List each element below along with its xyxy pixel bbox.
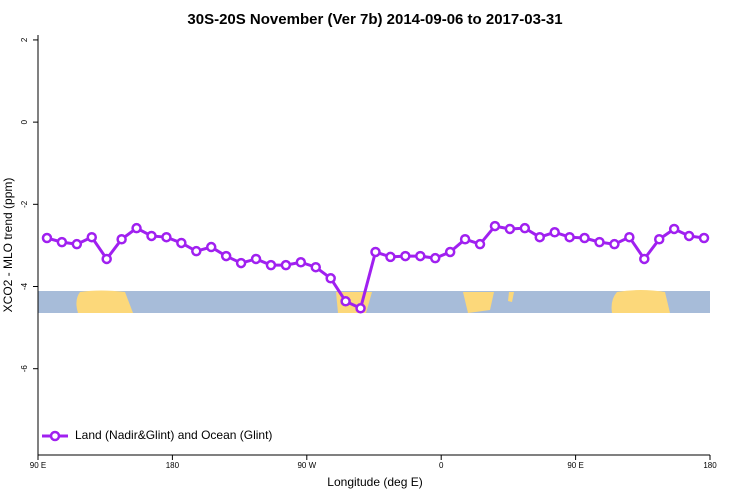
- y-tick-label: -2: [20, 200, 29, 208]
- data-point: [489, 220, 501, 232]
- data-point: [101, 253, 112, 265]
- land-patch: [463, 292, 494, 313]
- data-point: [549, 227, 560, 238]
- data-point: [310, 261, 322, 273]
- data-point: [161, 231, 172, 243]
- x-axis-label: Longitude (deg E): [327, 475, 422, 489]
- data-point: [355, 303, 366, 314]
- data-point: [176, 237, 187, 249]
- map-band: [38, 290, 710, 313]
- data-point: [579, 232, 590, 244]
- data-point: [131, 222, 142, 234]
- x-tick-label: 180: [166, 461, 180, 470]
- y-tick-label: 0: [20, 119, 29, 124]
- data-point: [41, 232, 53, 244]
- x-tick-label: 0: [439, 461, 444, 470]
- data-point: [429, 252, 441, 264]
- y-tick-label: 2: [20, 37, 29, 42]
- land-patch: [611, 290, 670, 313]
- data-point: [609, 238, 620, 250]
- data-point: [564, 231, 575, 243]
- data-point: [683, 230, 695, 242]
- data-point: [340, 296, 351, 307]
- ocean-band: [38, 291, 710, 313]
- data-point: [444, 246, 456, 258]
- data-point: [71, 238, 83, 250]
- y-axis-label: XCO2 - MLO trend (ppm): [1, 178, 15, 313]
- data-point: [534, 231, 546, 243]
- data-point: [385, 251, 396, 263]
- legend-marker: [49, 430, 61, 442]
- data-point: [698, 232, 710, 244]
- data-point: [205, 241, 217, 253]
- x-tick-label: 90 E: [30, 461, 46, 470]
- data-point: [639, 253, 650, 265]
- land-patch: [508, 292, 514, 302]
- x-tick-label: 90 E: [567, 461, 583, 470]
- land-patch: [76, 290, 133, 313]
- data-point: [116, 233, 127, 245]
- data-point: [56, 236, 68, 248]
- data-point: [400, 250, 411, 262]
- data-point: [191, 245, 202, 257]
- x-tick-label: 90 W: [297, 461, 316, 470]
- data-point: [220, 250, 232, 262]
- data-point: [370, 246, 381, 258]
- data-point: [668, 223, 680, 235]
- data-point: [624, 231, 635, 243]
- data-point: [295, 257, 307, 268]
- chart-title: 30S-20S November (Ver 7b) 2014-09-06 to …: [187, 11, 562, 28]
- y-tick-label: -6: [20, 365, 29, 373]
- data-point: [504, 223, 516, 235]
- y-tick-label: -4: [20, 282, 29, 290]
- data-point: [265, 259, 277, 271]
- data-point: [519, 222, 531, 234]
- data-point: [235, 257, 247, 269]
- data-point: [415, 250, 426, 262]
- legend-label: Land (Nadir&Glint) and Ocean (Glint): [75, 428, 272, 442]
- data-point: [250, 253, 262, 265]
- data-point: [653, 233, 665, 245]
- data-point: [146, 230, 157, 242]
- x-tick-label: 180: [703, 461, 717, 470]
- data-point: [325, 273, 336, 284]
- data-point: [280, 259, 292, 271]
- data-point: [86, 231, 98, 243]
- data-point: [594, 236, 605, 248]
- data-point: [474, 238, 486, 250]
- data-point: [459, 233, 471, 245]
